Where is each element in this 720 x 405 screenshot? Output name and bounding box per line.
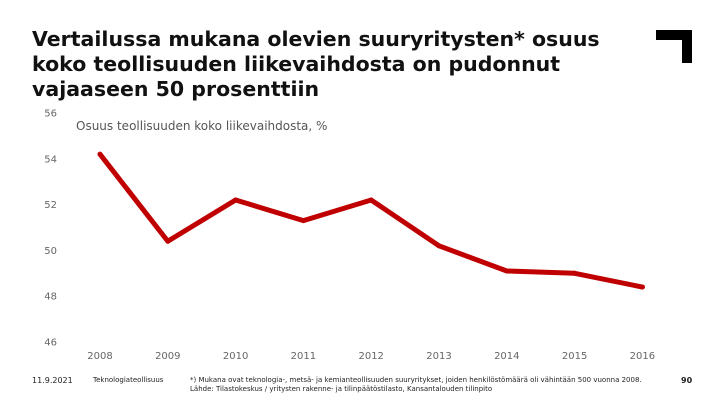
y-axis: 46 48 50 52 54 56 <box>44 109 57 349</box>
footer-organization: Teknologiateollisuus <box>93 376 164 384</box>
data-point <box>504 268 510 274</box>
x-tick-label: 2008 <box>87 351 112 362</box>
series-group <box>97 151 645 290</box>
y-tick-label: 48 <box>44 292 57 303</box>
data-point <box>368 197 374 203</box>
data-point <box>97 151 103 157</box>
x-tick-label: 2009 <box>155 351 180 362</box>
x-tick-label: 2010 <box>223 351 248 362</box>
series-line <box>97 151 645 290</box>
footer-note: *) Mukana ovat teknologia-, metsä- ja ke… <box>190 376 642 394</box>
y-tick-label: 46 <box>44 338 57 349</box>
data-point <box>572 270 578 276</box>
x-axis: 2008 2009 2010 2011 2012 2013 2014 2015 2016 <box>87 351 655 362</box>
data-point <box>639 284 645 290</box>
x-tick-label: 2012 <box>358 351 383 362</box>
page-number: 90 <box>681 376 693 385</box>
chart-subtitle: Osuus teollisuuden koko liikevaihdosta, … <box>76 119 327 133</box>
slide-title: Vertailussa mukana olevien suuryritysten… <box>32 27 600 101</box>
x-tick-label: 2013 <box>426 351 451 362</box>
data-point <box>165 238 171 244</box>
brand-logo-icon <box>656 30 692 63</box>
x-tick-label: 2011 <box>291 351 316 362</box>
x-tick-label: 2016 <box>630 351 655 362</box>
data-point <box>300 218 306 224</box>
footnote-text: *) Mukana ovat teknologia-, metsä- ja ke… <box>190 376 642 384</box>
y-tick-label: 50 <box>44 246 57 257</box>
footer-date: 11.9.2021 <box>32 376 73 385</box>
data-point <box>233 197 239 203</box>
data-point <box>436 243 442 249</box>
y-tick-label: 56 <box>44 109 57 120</box>
x-tick-label: 2014 <box>494 351 519 362</box>
y-tick-label: 54 <box>44 154 57 165</box>
source-text: Lähde: Tilastokeskus / yritysten rakenne… <box>190 385 493 393</box>
y-tick-label: 52 <box>44 200 57 211</box>
x-tick-label: 2015 <box>562 351 587 362</box>
